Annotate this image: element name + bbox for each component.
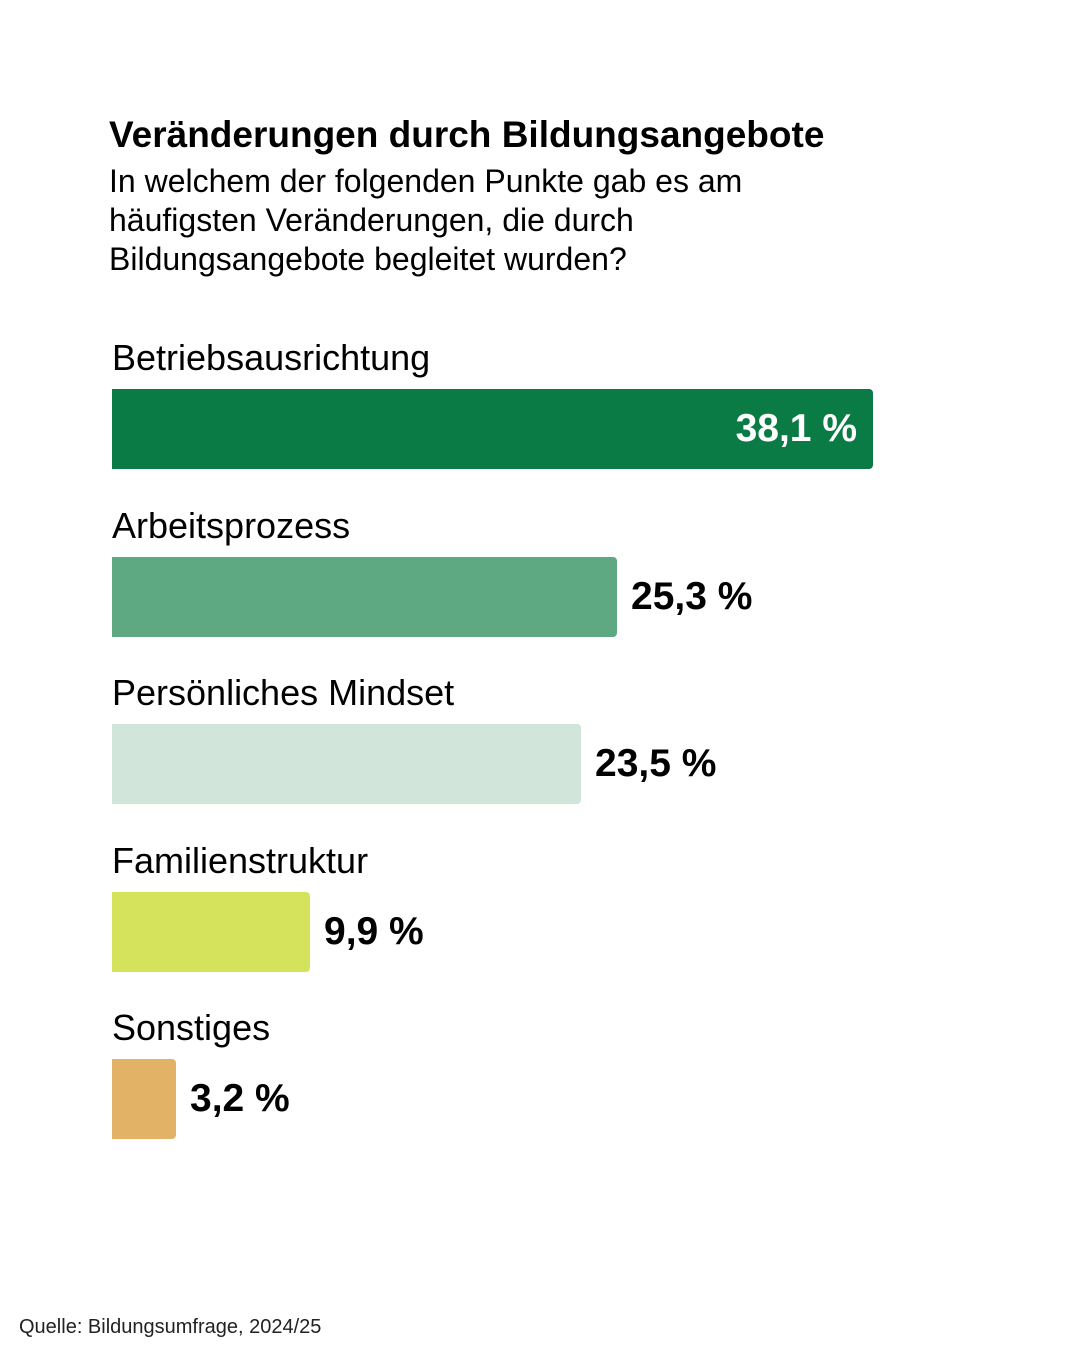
value-label: 38,1 % <box>735 407 857 450</box>
category-label: Arbeitsprozess <box>112 504 351 546</box>
chart-header: Veränderungen durch Bildungsangebote In … <box>109 112 1009 279</box>
bar-row: Arbeitsprozess 25,3 % <box>112 498 1012 638</box>
value-label: 9,9 % <box>324 909 424 953</box>
source-note: Quelle: Bildungsumfrage, 2024/25 <box>19 1316 322 1338</box>
value-label: 25,3 % <box>631 574 753 618</box>
category-label: Familienstruktur <box>112 839 369 881</box>
bar <box>112 389 873 469</box>
bar-row: Sonstiges 3,2 % <box>112 1000 1012 1140</box>
bar <box>112 556 617 637</box>
bar <box>112 724 581 804</box>
bar-chart: Betriebsausrichtung 38,1 % Arbeitsprozess 2… <box>112 330 1012 1150</box>
bar-row: Betriebsausrichtung 38,1 % <box>112 330 1012 470</box>
value-label: 23,5 % <box>595 742 717 785</box>
bar-row: Familienstruktur 9,9 % <box>112 833 1012 973</box>
chart-title: Veränderungen durch Bildungsangebote <box>109 114 825 155</box>
category-label: Sonstiges <box>112 1007 271 1048</box>
bar-row: Persönliches Mindset 23,5 % <box>112 665 1012 805</box>
bar <box>112 891 310 972</box>
value-label: 3,2 % <box>190 1077 290 1120</box>
chart-subtitle: In welchem der folgenden Punkte gab es a… <box>109 163 743 277</box>
category-label: Persönliches Mindset <box>112 672 455 713</box>
category-label: Betriebsausrichtung <box>112 337 431 378</box>
bar <box>112 1059 176 1139</box>
